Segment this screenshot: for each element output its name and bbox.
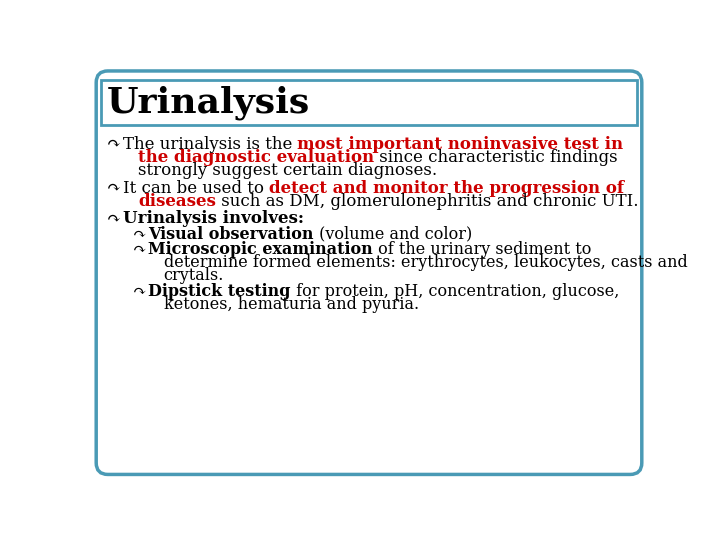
Text: determine formed elements: erythrocytes, leukocytes, casts and: determine formed elements: erythrocytes,… [163, 254, 688, 271]
Text: ↷: ↷ [132, 226, 146, 243]
Text: since characteristic findings: since characteristic findings [374, 148, 618, 166]
Text: (volume and color): (volume and color) [314, 226, 472, 243]
FancyBboxPatch shape [96, 71, 642, 475]
Text: Urinalysis: Urinalysis [107, 85, 310, 120]
FancyBboxPatch shape [101, 80, 637, 125]
Text: ↷: ↷ [132, 241, 146, 258]
Text: the diagnostic evaluation: the diagnostic evaluation [138, 148, 374, 166]
Text: ketones, hematuria and pyuria.: ketones, hematuria and pyuria. [163, 296, 419, 313]
Text: ↷: ↷ [132, 283, 146, 300]
Text: ↷: ↷ [107, 136, 121, 153]
Text: ↷: ↷ [107, 179, 121, 197]
Text: such as DM, glomerulonephritis and chronic UTI.: such as DM, glomerulonephritis and chron… [216, 193, 639, 210]
Text: It can be used to: It can be used to [122, 179, 269, 197]
Text: The urinalysis is the: The urinalysis is the [122, 136, 297, 153]
Text: crytals.: crytals. [163, 267, 224, 284]
Text: detect and monitor the progression of: detect and monitor the progression of [269, 179, 624, 197]
Text: Visual observation: Visual observation [148, 226, 314, 243]
Text: Dipstick testing: Dipstick testing [148, 283, 291, 300]
Text: diseases: diseases [138, 193, 216, 210]
Text: Urinalysis involves:: Urinalysis involves: [122, 211, 304, 227]
Text: for protein, pH, concentration, glucose,: for protein, pH, concentration, glucose, [291, 283, 619, 300]
Text: of the urinary sediment to: of the urinary sediment to [373, 241, 591, 258]
Text: ↷: ↷ [107, 211, 121, 227]
Text: strongly suggest certain diagnoses.: strongly suggest certain diagnoses. [138, 162, 437, 179]
Text: Microscopic examination: Microscopic examination [148, 241, 373, 258]
Text: most important noninvasive test in: most important noninvasive test in [297, 136, 624, 153]
